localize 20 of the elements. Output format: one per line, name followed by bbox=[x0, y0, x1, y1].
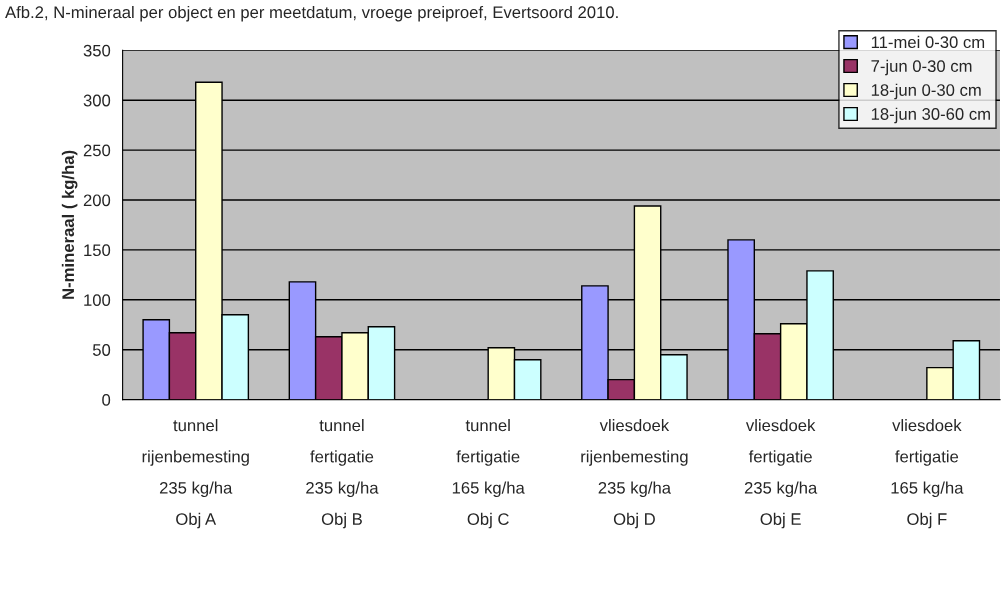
y-tick-label: 150 bbox=[84, 244, 111, 257]
y-tick-label: 200 bbox=[83, 194, 111, 207]
legend-label: 11-mei 0-30 cm bbox=[871, 35, 985, 49]
y-tick-label: 50 bbox=[92, 344, 111, 356]
x-tick-label: tunnel fertigatie 235 kg/ha Obj B bbox=[306, 419, 379, 529]
x-tick-label: tunnel fertigatie 165 kg/ha Obj C bbox=[452, 419, 525, 529]
x-tick-label: vliesdoek fertigatie 235 kg/ha Obj E bbox=[744, 419, 818, 529]
x-tick-label: tunnel rijenbemesting 235 kg/ha Obj A bbox=[142, 419, 249, 529]
chart-title: Afb.2, N-mineraal per object en per meetdatum, vroege preiproef, Evertsoord 2010. bbox=[5, 5, 618, 22]
y-tick-label: 100 bbox=[84, 294, 111, 307]
legend-label: 18-jun 0-30 cm bbox=[871, 83, 981, 100]
x-tick-label: vliesdoek rijenbemesting 235 kg/ha Obj D bbox=[581, 419, 688, 529]
y-tick-label: 250 bbox=[83, 144, 111, 157]
y-tick-label: 350 bbox=[83, 44, 111, 57]
y-axis-title: N-mineraal ( kg/ha) bbox=[61, 150, 78, 299]
legend-label: 18-jun 30-60 cm bbox=[871, 107, 990, 124]
x-tick-label: vliesdoek fertigatie 165 kg/ha Obj F bbox=[891, 419, 964, 529]
y-tick-label: 300 bbox=[83, 94, 111, 107]
legend-label: 7-jun 0-30 cm bbox=[871, 59, 972, 76]
y-tick-label: 0 bbox=[102, 394, 111, 406]
